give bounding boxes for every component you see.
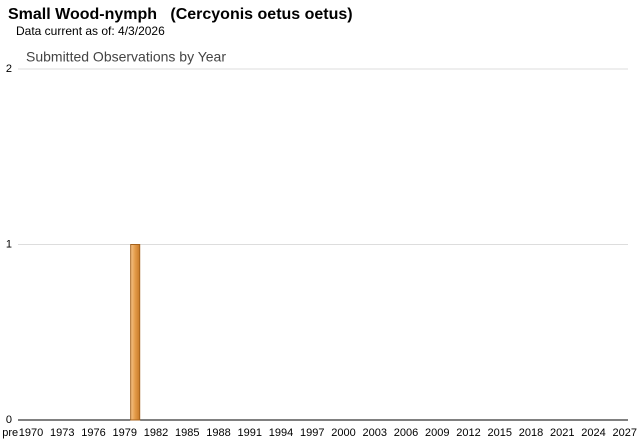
y-tick-label: 2 <box>6 63 12 75</box>
x-tick-label: 1988 <box>206 427 230 439</box>
x-tick-label: 2015 <box>488 427 512 439</box>
x-tick-label: 2006 <box>394 427 418 439</box>
x-tick-label: 2021 <box>550 427 574 439</box>
x-tick-label: 1973 <box>50 427 74 439</box>
x-tick-label: 1985 <box>175 427 199 439</box>
x-tick-label: 1982 <box>144 427 168 439</box>
subtitle: Data current as of: 4/3/2026 <box>16 24 165 38</box>
x-tick-label: 1979 <box>113 427 137 439</box>
x-tick-label: 2024 <box>581 427 605 439</box>
page-title: Small Wood-nymph (Cercyonis oetus oetus) <box>8 6 353 23</box>
x-tick-label: 2009 <box>425 427 449 439</box>
x-tick-label: pre <box>2 427 18 439</box>
x-tick-label: 2012 <box>456 427 480 439</box>
x-tick-label: 2003 <box>363 427 387 439</box>
x-tick-label: 2018 <box>519 427 543 439</box>
x-tick-label: 2000 <box>331 427 355 439</box>
chart-title: Submitted Observations by Year <box>26 49 226 65</box>
y-tick-label: 0 <box>6 414 12 426</box>
x-tick-label: 2027 <box>613 427 637 439</box>
x-tick-label: 1991 <box>238 427 262 439</box>
x-tick-label: 1970 <box>19 427 43 439</box>
y-tick-label: 1 <box>6 238 12 250</box>
x-tick-label: 1994 <box>269 427 293 439</box>
bar <box>130 244 141 421</box>
x-tick-label: 1976 <box>81 427 105 439</box>
x-tick-label: 1997 <box>300 427 324 439</box>
